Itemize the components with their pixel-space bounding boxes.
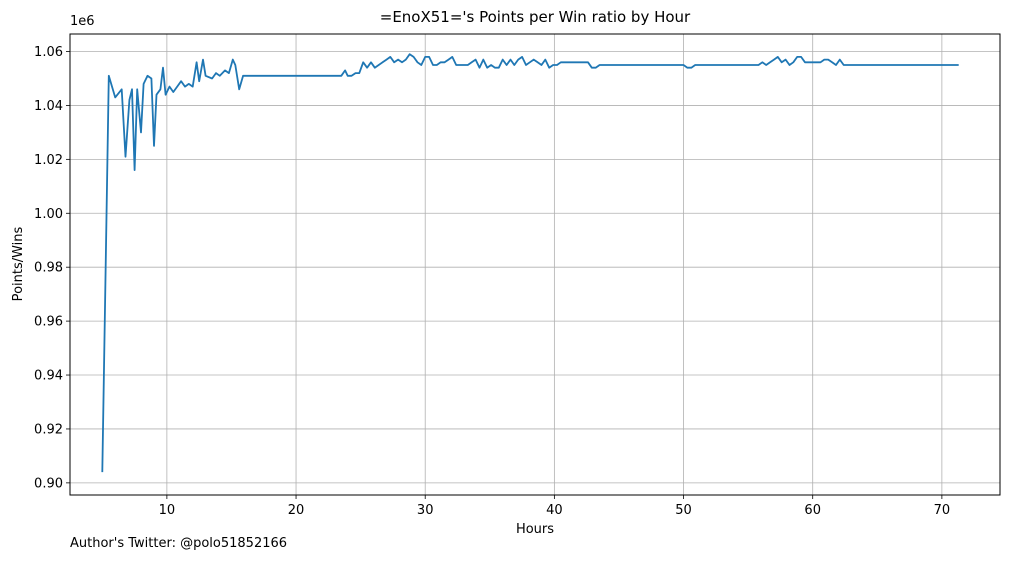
y-axis: 0.90 0.92 0.94 0.96 0.98 1.00 1.02 1.04 1.06 — [34, 45, 70, 491]
y-tick-label: 1.06 — [34, 45, 63, 60]
grid — [70, 34, 1000, 495]
y-tick-label: 1.00 — [34, 207, 63, 222]
x-tick-label: 20 — [288, 503, 305, 518]
y-tick-label: 1.02 — [34, 153, 63, 168]
y-offset-label: 1e6 — [70, 14, 95, 29]
x-tick-label: 60 — [804, 503, 821, 518]
x-tick-label: 30 — [417, 503, 434, 518]
y-tick-label: 0.98 — [34, 261, 63, 276]
chart-title: =EnoX51='s Points per Win ratio by Hour — [380, 8, 691, 26]
x-tick-label: 40 — [546, 503, 563, 518]
plot-frame — [69, 33, 1001, 496]
x-tick-label: 50 — [675, 503, 692, 518]
y-axis-label: Points/Wins — [11, 226, 26, 301]
author-note: Author's Twitter: @polo51852166 — [70, 536, 288, 551]
y-tick-label: 0.90 — [34, 476, 63, 491]
series-line — [101, 53, 959, 473]
x-tick-label: 10 — [159, 503, 176, 518]
x-tick-label: 70 — [934, 503, 951, 518]
y-tick-label: 0.96 — [34, 315, 63, 330]
y-tick-label: 0.94 — [34, 369, 63, 384]
x-axis: 10 20 30 40 50 60 70 — [159, 495, 951, 518]
y-tick-label: 0.92 — [34, 422, 63, 437]
x-axis-label: Hours — [516, 522, 554, 537]
y-tick-label: 1.04 — [34, 99, 63, 114]
